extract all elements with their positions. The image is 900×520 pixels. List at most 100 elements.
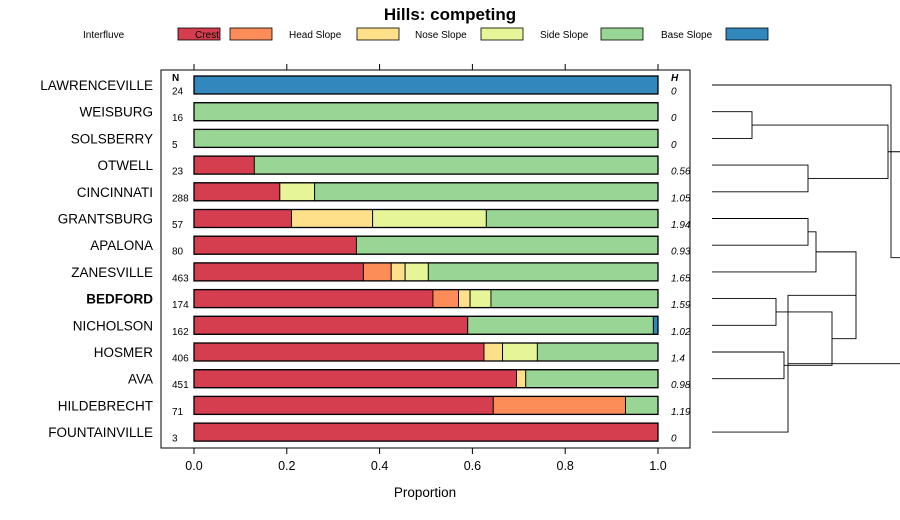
legend: Interfluve Crest Head Slope Nose Slope Side … [83, 27, 769, 41]
n-value: 23 [172, 167, 184, 178]
row-otwell: OTWELL 23 0.56 [97, 155, 691, 178]
bar-segment-base-slope [652, 315, 659, 335]
n-value: 162 [172, 327, 189, 338]
bar-outline [193, 262, 659, 282]
bar-outline [193, 182, 659, 202]
bar-outline [193, 315, 659, 335]
plot-frame [160, 69, 691, 449]
bar-outline [193, 128, 659, 149]
row-label: OTWELL [97, 158, 153, 173]
row-label: ZANESVILLE [71, 265, 153, 280]
h-value: 1.19 [671, 407, 691, 418]
h-value: 1.02 [671, 327, 691, 338]
dendrogram-branch [712, 351, 785, 380]
h-value: 1.65 [671, 273, 691, 284]
h-value: 1.94 [671, 220, 691, 231]
n-value: 80 [172, 247, 184, 258]
bar-segment-crest [492, 395, 626, 415]
row-hildebrecht: HILDEBRECHT 71 1.19 [58, 395, 691, 418]
dendrogram-branch [712, 84, 900, 259]
bar-segment-crest [432, 289, 459, 309]
row-apalona: APALONA 80 0.93 [90, 235, 691, 258]
n-column-header: N [172, 73, 179, 84]
x-tick-label: 0.8 [557, 459, 574, 473]
row-nicholson: NICHOLSON 162 1.02 [73, 315, 691, 338]
row-label: HOSMER [94, 345, 154, 360]
bar-segment-side-slope [490, 289, 659, 309]
bar-segment-side-slope [193, 128, 659, 148]
legend-swatch-nose-slope [480, 27, 524, 41]
bar-segment-crest [362, 262, 392, 282]
row-label: GRANTSBURG [58, 212, 153, 227]
bar-outline [193, 395, 659, 416]
bar-segment-interfluve [193, 289, 434, 309]
row-label: APALONA [90, 238, 153, 253]
bar-segment-side-slope [536, 342, 659, 362]
bar-segment-head-slope [516, 369, 527, 389]
dendrogram-branch [712, 111, 753, 139]
h-value: 1.4 [671, 354, 685, 365]
bar-segment-interfluve [193, 369, 517, 389]
bar-segment-side-slope [193, 102, 659, 122]
dendrogram-branch [712, 231, 817, 273]
n-value: 463 [172, 273, 189, 284]
bar-segment-interfluve [193, 395, 494, 415]
n-value: 174 [172, 300, 189, 311]
bar-segment-side-slope [485, 209, 659, 228]
dendrogram-branch [788, 151, 900, 365]
dendrogram-branch [712, 298, 777, 326]
h-value: 0.93 [671, 247, 691, 258]
bar-segment-head-slope [290, 209, 374, 228]
bar-segment-interfluve [193, 209, 292, 228]
row-fountainville: FOUNTAINVILLE 3 0 [48, 422, 677, 445]
bar-segment-interfluve [193, 235, 357, 255]
dendrogram-branch [712, 164, 809, 193]
bar-outline [193, 155, 659, 175]
chart-title: Hills: competing [384, 5, 516, 24]
h-value: 0 [671, 87, 677, 98]
row-grantsburg: GRANTSBURG 57 1.94 [58, 208, 691, 231]
h-value: 0 [671, 113, 677, 124]
bar-outline [193, 422, 659, 442]
bar-segment-side-slope [253, 155, 659, 175]
legend-label-nose-slope: Nose Slope [415, 30, 467, 41]
bar-segment-nose-slope [469, 289, 492, 309]
row-label: HILDEBRECHT [58, 398, 153, 413]
n-value: 71 [172, 407, 184, 418]
row-hosmer: HOSMER 406 1.4 [94, 342, 685, 365]
row-label: FOUNTAINVILLE [48, 425, 153, 440]
row-cincinnati: CINCINNATI 288 1.05 [77, 182, 691, 204]
n-value: 406 [172, 354, 189, 365]
row-label: CINCINNATI [77, 185, 153, 200]
legend-label-side-slope: Side Slope [540, 30, 589, 41]
dendrogram [712, 84, 900, 433]
bar-segment-nose-slope [404, 262, 429, 282]
bar-segment-head-slope [483, 342, 504, 362]
bar-segment-nose-slope [502, 342, 538, 362]
bar-segment-nose-slope [372, 209, 487, 228]
dendrogram-branch [752, 124, 889, 179]
bar-outline [193, 342, 659, 362]
n-value: 451 [172, 380, 189, 391]
bar-outline [193, 288, 659, 309]
bar-segment-interfluve [193, 155, 255, 175]
row-label: WEISBURG [79, 105, 153, 120]
bar-segment-side-slope [625, 395, 659, 415]
h-column-header: H [671, 73, 679, 84]
legend-label-crest: Crest [195, 30, 219, 41]
x-axis-label: Proportion [394, 485, 456, 500]
x-tick-label: 0.2 [278, 459, 295, 473]
bar-outline [193, 208, 659, 229]
legend-swatch-side-slope [600, 27, 644, 41]
row-zanesville: ZANESVILLE 463 1.65 [71, 262, 691, 284]
legend-swatch-crest [229, 27, 273, 41]
n-value: 3 [172, 434, 178, 445]
n-value: 16 [172, 113, 184, 124]
bar-segment-base-slope [193, 75, 659, 95]
bar-segment-side-slope [314, 182, 659, 202]
bar-segment-interfluve [193, 422, 659, 442]
dendrogram-branch [712, 218, 809, 246]
bar-segment-interfluve [193, 262, 364, 282]
row-label: SOLSBERRY [71, 131, 153, 146]
